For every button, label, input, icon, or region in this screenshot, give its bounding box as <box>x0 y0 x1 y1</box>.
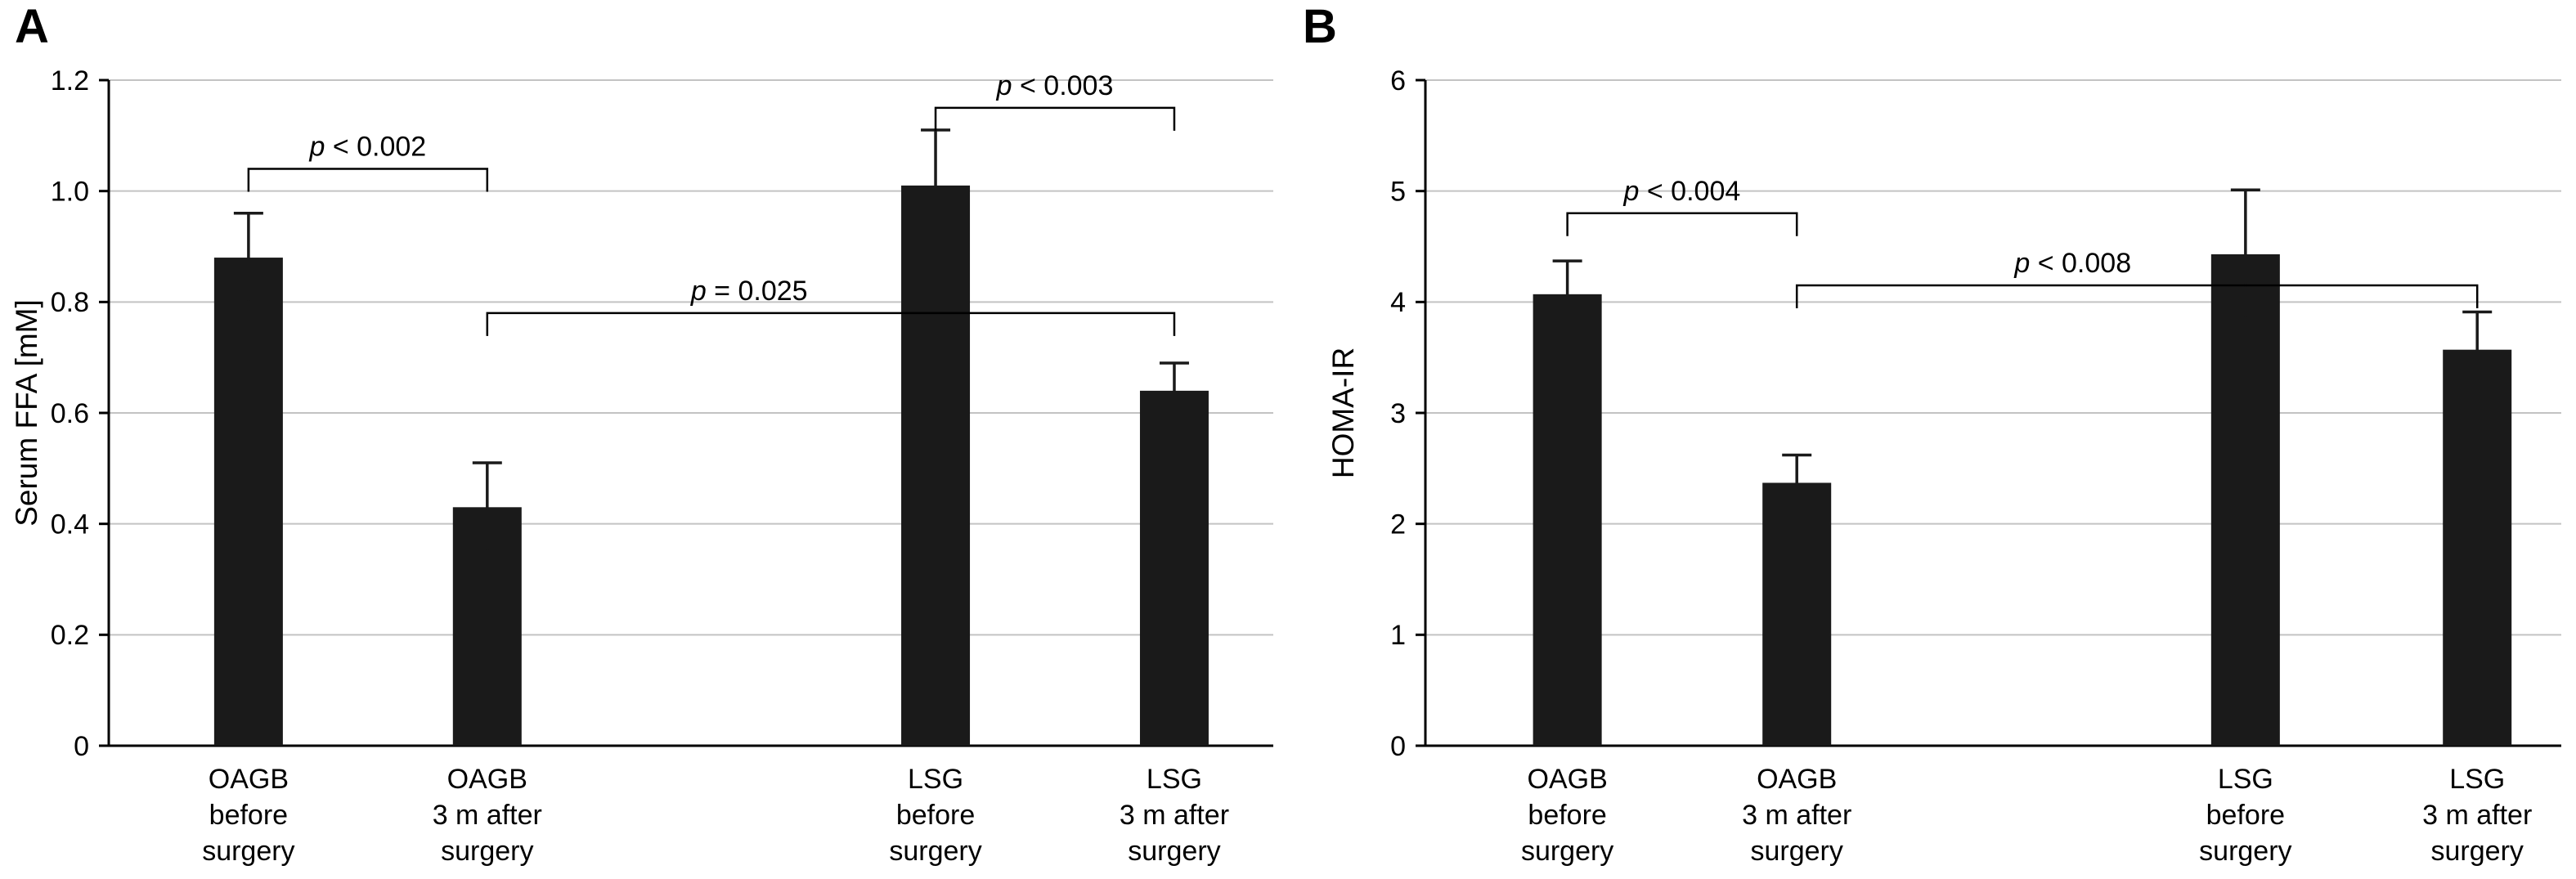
y-tick-label: 2 <box>1390 509 1406 540</box>
p-value-label: p < 0.008 <box>2013 248 2131 279</box>
homa-ir-bar-chart: 0 1 2 3 4 5 6 OAGB before surgery OAGB 3 m after sur… <box>1326 65 2561 867</box>
y-tick-label: 5 <box>1390 177 1406 208</box>
x-category-label: surgery <box>2431 836 2524 867</box>
bar <box>213 258 283 747</box>
x-category-label: surgery <box>1751 836 1843 867</box>
p-value-label: p < 0.002 <box>308 132 426 163</box>
y-tick-label: 4 <box>1390 287 1406 318</box>
y-tick-label: 1 <box>1390 620 1406 651</box>
x-category-label: surgery <box>441 836 533 867</box>
x-category-label: OAGB <box>1757 764 1837 795</box>
x-category-label: surgery <box>889 836 981 867</box>
panel-letter-a: A <box>15 0 49 53</box>
y-axis-title: Serum FFA [mM] <box>10 299 43 527</box>
p-value-label: p < 0.003 <box>996 70 1114 101</box>
x-category-label: 3 m after <box>1120 800 1229 831</box>
x-category-label: LSG <box>2218 764 2273 795</box>
panel-letter-b: B <box>1303 0 1337 53</box>
y-tick-label: 3 <box>1390 398 1406 429</box>
y-tick-label: 0.4 <box>51 509 89 540</box>
y-tick-label: 6 <box>1390 65 1406 96</box>
x-category-label: before <box>896 800 975 831</box>
chart-panel-a: A 0 0.2 0.4 0.6 0.8 1.0 1.2 OAGB before surgery OA… <box>10 0 1273 867</box>
y-tick-label: 1.2 <box>51 65 89 96</box>
x-category-label: 3 m after <box>2422 800 2532 831</box>
x-category-label: OAGB <box>1528 764 1608 795</box>
y-tick-label: 1.0 <box>51 177 89 208</box>
chart-panel-b: B 0 1 2 3 4 5 6 OAGB before surgery OAGB 3 m after s… <box>1288 0 2576 879</box>
p-value-label: p = 0.025 <box>690 276 808 307</box>
y-axis-title: HOMA-IR <box>1326 348 1360 478</box>
serum-ffa-bar-chart: 0 0.2 0.4 0.6 0.8 1.0 1.2 OAGB before surgery OAGB… <box>10 65 1273 867</box>
x-category-label: 3 m after <box>1742 800 1851 831</box>
bar <box>1762 482 1832 746</box>
x-category-label: 3 m after <box>433 800 542 831</box>
x-category-label: before <box>2206 800 2285 831</box>
x-category-label: surgery <box>202 836 294 867</box>
bar <box>901 185 971 747</box>
y-tick-label: 0.6 <box>51 398 89 429</box>
bar <box>1533 294 1602 746</box>
x-category-label: surgery <box>1128 836 1220 867</box>
x-category-label: OAGB <box>447 764 527 795</box>
y-tick-label: 0 <box>74 731 89 762</box>
bar <box>1139 390 1209 746</box>
bar <box>2443 349 2512 746</box>
x-category-label: LSG <box>1147 764 1202 795</box>
x-category-label: LSG <box>908 764 963 795</box>
p-value-label: p < 0.004 <box>1623 176 1741 207</box>
y-tick-label: 0 <box>1390 731 1406 762</box>
y-tick-label: 0.8 <box>51 287 89 318</box>
x-category-label: LSG <box>2449 764 2505 795</box>
x-category-label: before <box>1528 800 1606 831</box>
x-category-label: surgery <box>2199 836 2291 867</box>
y-tick-label: 0.2 <box>51 620 89 651</box>
x-category-label: before <box>209 800 288 831</box>
x-category-label: OAGB <box>209 764 289 795</box>
x-category-label: surgery <box>1521 836 1613 867</box>
bar <box>2210 253 2280 746</box>
